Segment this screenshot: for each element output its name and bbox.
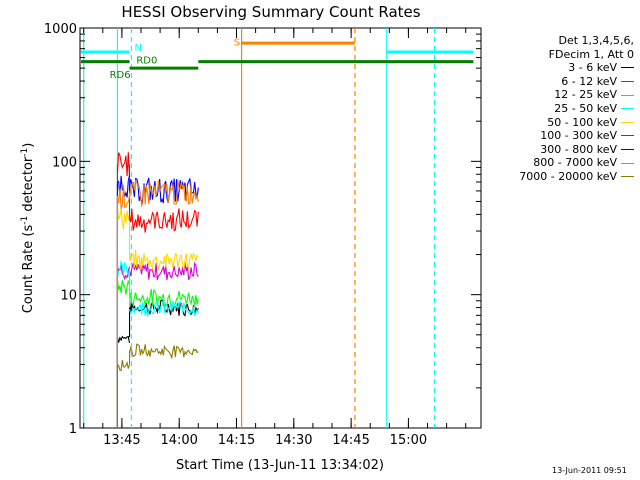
x-tick-label: 14:15 (218, 433, 255, 448)
legend-swatch (621, 121, 634, 123)
legend: Det 1,3,4,5,6, FDecim 1, Att 0 3 - 6 keV… (486, 34, 636, 184)
series-segment (128, 343, 199, 360)
plot-frame (79, 27, 482, 429)
series-segment (128, 299, 199, 317)
legend-item-label: 6 - 12 keV (561, 74, 617, 88)
legend-swatch (621, 135, 634, 137)
legend-swatch (621, 67, 634, 69)
legend-item-label: 800 - 7000 keV (533, 156, 617, 170)
x-tick-label: 13:45 (103, 433, 140, 448)
legend-item: 6 - 12 keV (486, 75, 636, 89)
x-axis-label: Start Time (13-Jun-11 13:34:02) (176, 458, 384, 473)
series-segment (116, 335, 131, 344)
series-line (116, 343, 199, 428)
legend-header-2: FDecim 1, Att 0 (548, 47, 634, 61)
legend-item: 7000 - 20000 keV (486, 170, 636, 184)
legend-item: 3 - 6 keV (486, 61, 636, 75)
legend-swatch (621, 108, 634, 110)
chart-title: HESSI Observing Summary Count Rates (121, 3, 420, 21)
timestamp: 13-Jun-2011 09:51 (552, 466, 627, 475)
legend-item-label: 3 - 6 keV (568, 61, 617, 75)
flag-label: S (234, 38, 240, 49)
x-tick-label: 14:00 (160, 433, 197, 448)
legend-item: 12 - 25 keV (486, 88, 636, 102)
series-segment (117, 360, 131, 372)
legend-item: 100 - 300 keV (486, 129, 636, 143)
series-segment (128, 249, 199, 272)
legend-item: 300 - 800 keV (486, 143, 636, 157)
legend-item-label: 12 - 25 keV (554, 88, 617, 102)
legend-swatch (621, 176, 634, 178)
y-tick-label: 10 (60, 289, 77, 304)
legend-swatch (621, 162, 634, 164)
legend-swatch (621, 94, 634, 96)
legend-item: 800 - 7000 keV (486, 156, 636, 170)
y-tick-label: 100 (52, 155, 77, 170)
series-segment (128, 208, 199, 233)
flag-label: N (134, 43, 141, 54)
legend-item: 50 - 100 keV (486, 116, 636, 130)
y-axis-label: Count Rate (s-1 detector-1) (20, 143, 36, 314)
series-segment (116, 278, 131, 295)
legend-item-label: 300 - 800 keV (540, 142, 617, 156)
series-segment (128, 179, 199, 208)
x-tick-label: 14:30 (275, 433, 312, 448)
legend-item-label: 7000 - 20000 keV (519, 169, 617, 183)
series-segment (116, 259, 131, 279)
series-segment (128, 261, 199, 281)
y-tick-label: 1000 (44, 22, 77, 37)
x-tick-label: 14:45 (332, 433, 369, 448)
legend-swatch (621, 149, 634, 151)
series-segment (116, 185, 131, 209)
legend-header-1: Det 1,3,4,5,6, (558, 34, 634, 47)
legend-item-label: 100 - 300 keV (540, 129, 617, 143)
legend-item-label: 25 - 50 keV (554, 101, 617, 115)
series-line (116, 259, 199, 428)
flag-label: RD0 (136, 56, 157, 67)
y-tick-label: 1 (69, 422, 77, 437)
flag-label: RD6 (110, 70, 131, 81)
legend-swatch (621, 81, 634, 83)
series-segment (116, 207, 131, 230)
series-segment (116, 152, 131, 178)
legend-item: 25 - 50 keV (486, 102, 636, 116)
x-tick-label: 15:00 (390, 433, 427, 448)
legend-item-label: 50 - 100 keV (547, 115, 617, 129)
